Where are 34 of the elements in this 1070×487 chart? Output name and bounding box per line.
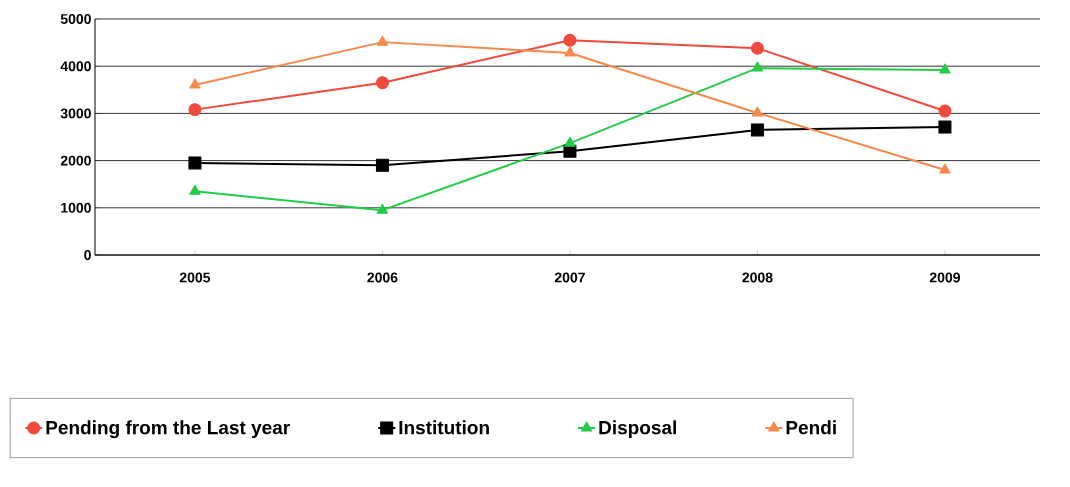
point [189, 78, 201, 89]
point [751, 61, 764, 72]
point [564, 46, 576, 57]
point [750, 123, 764, 137]
point [750, 41, 764, 55]
point [375, 158, 389, 172]
point [188, 156, 202, 170]
point [939, 163, 951, 174]
y-tick-label: 5000 [60, 14, 91, 24]
x-tick-label: 2009 [929, 272, 961, 283]
x-tick-label: 2006 [367, 272, 398, 283]
legend-label: Pendi [786, 420, 836, 435]
point [563, 33, 577, 47]
point [938, 104, 952, 118]
point [751, 106, 764, 117]
legend-label: Disposal [599, 420, 676, 439]
y-tick-label: 3000 [60, 108, 91, 119]
point [564, 136, 576, 147]
x-tick-label: 2005 [179, 272, 211, 283]
point [188, 103, 202, 117]
legend-label: Pending from the Last year [46, 420, 290, 439]
x-tick-label: 2007 [554, 272, 585, 283]
point [376, 203, 389, 214]
point [375, 76, 389, 90]
y-tick-label: 2000 [60, 155, 91, 166]
y-tick-label: 0 [84, 250, 91, 260]
legend-label: Institution [399, 420, 489, 435]
point [938, 120, 952, 134]
point [939, 63, 951, 74]
y-tick-label: 1000 [61, 202, 91, 213]
point [189, 184, 201, 195]
x-tick-label: 2008 [742, 272, 773, 283]
point [376, 35, 389, 46]
y-tick-label: 4000 [60, 61, 91, 72]
